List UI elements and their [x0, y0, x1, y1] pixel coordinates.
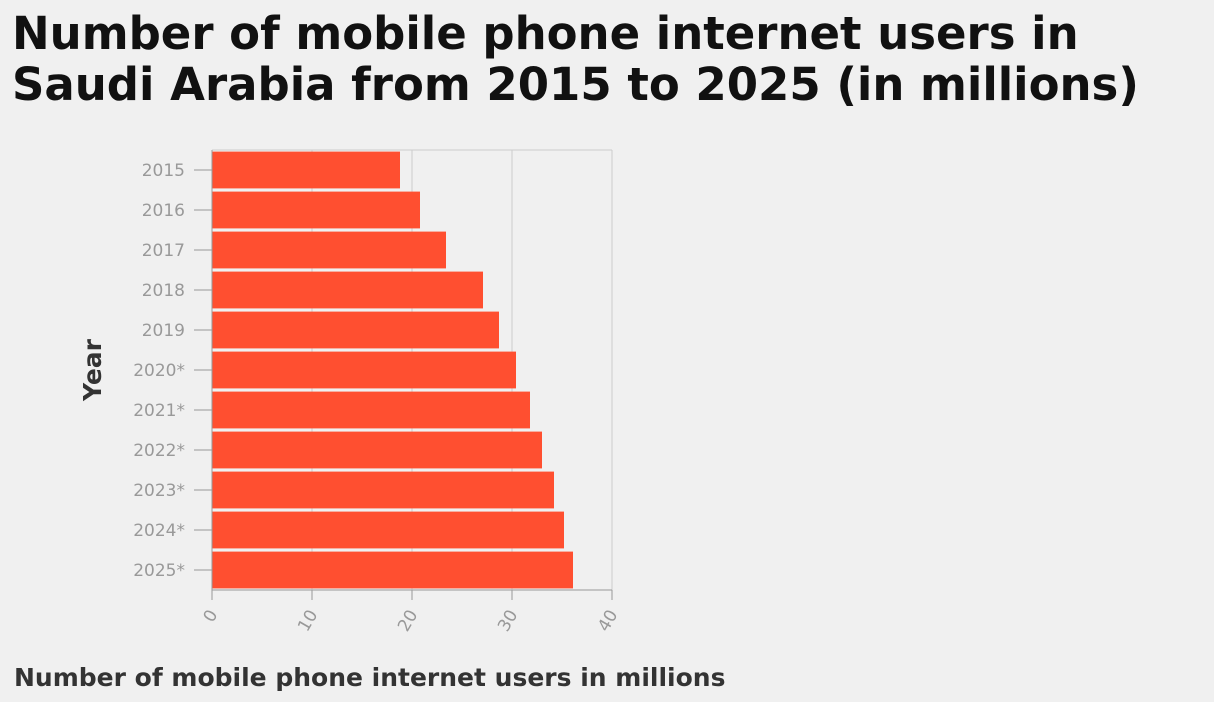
x-tick-label: 0: [200, 607, 223, 626]
y-tick-label: 2023*: [133, 481, 185, 501]
bar: [212, 191, 420, 229]
bars-layer: [212, 151, 573, 589]
x-tick-label: 40: [594, 607, 622, 636]
y-tick-label: 2016: [142, 201, 185, 221]
x-tick-label: 20: [394, 607, 422, 636]
bar: [212, 391, 530, 429]
y-tick-label: 2021*: [133, 401, 185, 421]
chart-title: Number of mobile phone internet users in…: [12, 7, 1139, 111]
bar: [212, 231, 446, 269]
bar: [212, 471, 554, 509]
bar: [212, 551, 573, 589]
y-tick-label: 2025*: [133, 561, 185, 581]
bar: [212, 311, 499, 349]
y-tick-label: 2017: [142, 241, 185, 261]
y-tick-label: 2024*: [133, 521, 185, 541]
x-axis-title: Number of mobile phone internet users in…: [14, 663, 725, 692]
x-tick-label: 10: [294, 607, 322, 636]
bar: [212, 151, 400, 189]
bar: [212, 271, 483, 309]
y-axis-title: Year: [78, 338, 107, 402]
y-tick-label: 2018: [142, 281, 185, 301]
y-tick-label: 2015: [142, 161, 185, 181]
y-tick-label: 2022*: [133, 441, 185, 461]
bar: [212, 431, 542, 469]
y-tick-label: 2019: [142, 321, 185, 341]
x-tick-label: 30: [494, 607, 522, 636]
y-tick-label: 2020*: [133, 361, 185, 381]
bar: [212, 351, 516, 389]
bar: [212, 511, 564, 549]
